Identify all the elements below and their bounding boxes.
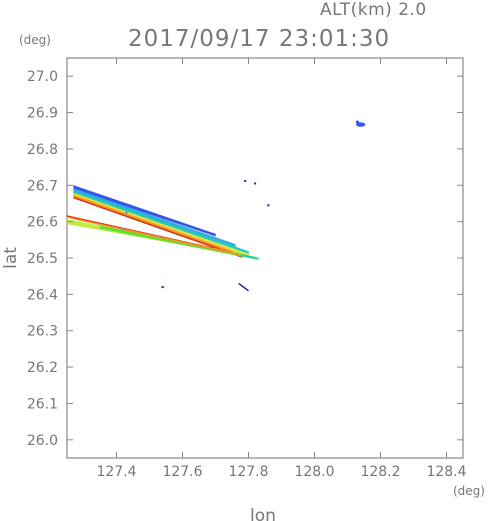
echo-band-orange [70,217,239,256]
x-axis-unit: (deg) [453,484,485,498]
x-tick-label: 128.2 [360,464,400,480]
y-tick-label: 27.0 [27,69,58,85]
y-tick-label: 26.9 [27,106,58,122]
y-tick-label: 26.8 [27,142,58,158]
echo-band-teal [241,254,259,260]
echo-point [125,211,128,214]
echo-streak [238,282,249,292]
echo-point [254,182,257,185]
echo-blob [355,120,360,124]
y-tick-label: 26.4 [27,287,58,303]
plot-area [67,120,366,292]
x-tick-label: 128.0 [294,464,334,480]
y-tick-label: 26.6 [27,215,58,231]
y-axis-label: lat [1,247,21,269]
echo-band-red [73,196,243,258]
echo-point [244,179,247,182]
echo-band-blue [73,185,216,237]
echo-point [267,204,270,207]
x-axis: 127.4 127.6 127.8 128.0 128.2 128.4 [96,58,467,480]
y-tick-label: 26.3 [27,324,58,340]
x-tick-label: 127.8 [228,464,268,480]
echo-point [122,228,125,231]
x-axis-label: lon [250,506,276,521]
plot-frame [66,57,464,459]
y-axis-unit: (deg) [19,33,51,47]
x-tick-label: 127.4 [96,464,136,480]
echo-band-sky [73,188,236,247]
x-tick-label: 128.4 [426,464,466,480]
y-tick-label: 26.7 [27,178,58,194]
echo-blob [161,286,165,289]
timestamp-title: 2017/09/17 23:01:30 [128,26,391,52]
echo-blob [356,122,366,127]
y-tick-label: 26.1 [27,396,58,412]
y-axis: 26.0 26.1 26.2 26.3 26.4 26.5 26.6 26.7 26.8 26.9… [27,69,463,449]
altitude-label: ALT(km) 2.0 [320,0,427,20]
echo-band-teal [73,190,249,254]
y-tick-label: 26.5 [27,251,58,267]
y-tick-label: 26.0 [27,433,58,449]
y-tick-label: 26.2 [27,360,58,376]
x-tick-label: 127.6 [162,464,202,480]
